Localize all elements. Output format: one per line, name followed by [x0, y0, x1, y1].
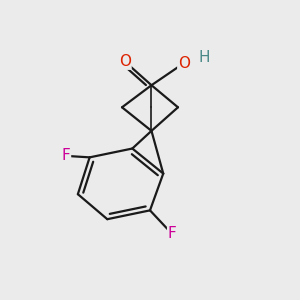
Text: H: H	[199, 50, 210, 65]
Text: O: O	[178, 56, 190, 70]
Text: F: F	[168, 226, 176, 242]
Text: F: F	[62, 148, 70, 164]
Text: O: O	[119, 54, 131, 69]
